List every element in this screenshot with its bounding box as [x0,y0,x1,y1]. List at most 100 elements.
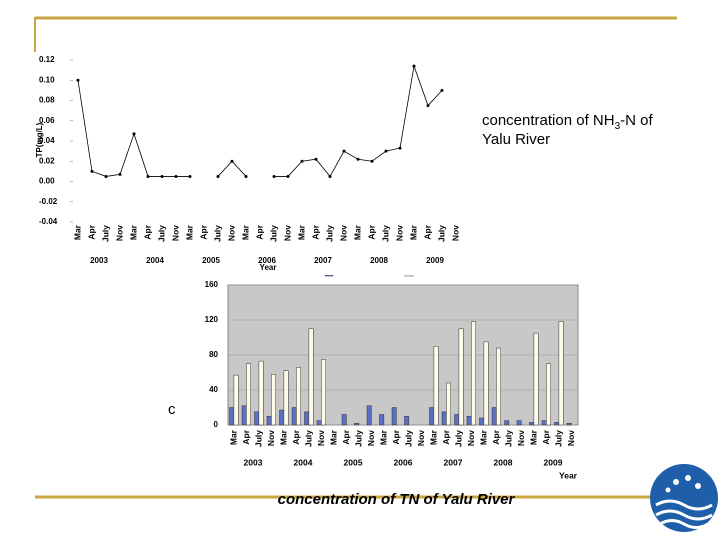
year-label: 2005 [344,457,363,467]
x-tick-label: Mar [229,429,239,445]
y-tick-label: -0.02 [39,197,58,206]
x-tick-label: July [436,225,446,242]
data-point [272,174,276,178]
bar [483,341,489,426]
x-tick-label: Mar [184,224,194,240]
bar [233,374,239,426]
x-tick-label: Mar [279,429,289,445]
x-tick-label: Apr [541,429,551,444]
y-tick-label: 0.08 [39,96,55,105]
x-tick-label: Apr [366,224,376,239]
x-tick-label: Nov [416,430,426,446]
bar [279,409,285,426]
data-point [104,174,108,178]
x-tick-label: Mar [379,429,389,445]
x-tick-label: July [304,430,314,447]
bar [254,411,260,426]
year-label: 2004 [294,457,313,467]
heading-text: -N of [620,112,653,129]
x-tick-label: Mar [529,429,539,445]
x-tick-label: Apr [241,429,251,444]
year-label: 2009 [426,256,444,265]
x-tick-label: July [354,430,364,447]
data-point [412,64,416,68]
x-tick-label: Apr [291,429,301,444]
bar [516,420,522,426]
year-label: 2007 [314,256,332,265]
bar [366,405,372,426]
x-tick-label: Apr [142,224,152,239]
y-tick-label: 0.04 [39,136,55,145]
bar [229,407,235,426]
bar [429,407,435,426]
data-point [132,132,136,136]
x-tick-label: July [100,225,110,242]
x-tick-label: July [324,225,334,242]
x-tick-label: Nov [466,430,476,446]
x-tick-label: Nov [366,430,376,446]
bar [496,347,501,426]
x-tick-label: Nov [516,430,526,446]
x-tick-label: Nov [566,430,576,446]
bar [554,422,560,426]
data-point [118,172,122,176]
bar [266,416,272,426]
x-tick-label: July [212,225,222,242]
data-point [440,88,444,92]
x-tick-label: Nov [226,225,236,241]
y-tick-label: 0.12 [39,55,55,64]
data-point [314,157,318,161]
data-point [188,174,192,178]
tp-chart: -0.04 -0.02 0.00 0.02 0.04 0.06 0.08 0.10 0.12 TP… [30,52,475,275]
bar [529,422,535,426]
x-tick-label: Nov [170,225,180,241]
bar [404,416,410,426]
heading: concentration of NH3-N of [482,112,653,132]
caption: concentration of TN of Yalu River [278,491,516,508]
x-axis-title: Year [559,470,578,480]
x-tick-label: Mar [329,429,339,445]
bar [283,370,289,426]
x-tick-label: Nov [338,225,348,241]
x-tick-label: Mar [240,224,250,240]
year-label: 2008 [370,256,388,265]
y-tick-label: 40 [209,385,218,394]
data-point [244,174,248,178]
data-point [230,159,234,163]
x-tick-label: Nov [266,430,276,446]
bar [341,414,347,426]
bar [466,416,472,426]
bar [433,346,439,426]
data-point [76,78,80,82]
bar [291,407,297,426]
year-label: 2005 [202,256,220,265]
x-tick-label: July [554,430,564,447]
bar [454,414,460,426]
x-tick-label: Apr [422,224,432,239]
x-tick-label: Mar [408,224,418,240]
x-tick-label: Nov [316,430,326,446]
bar [316,420,322,426]
data-point [370,159,374,163]
y-tick-label: 0.02 [39,156,55,165]
y-tick-label: 0.06 [39,116,55,125]
data-point [398,146,402,150]
tn-chart: 04080120160NH3-NTNMarAprJulyNovMarAprJul… [175,267,580,480]
bar [379,414,385,426]
x-tick-label: Apr [86,224,96,239]
data-point [300,159,304,163]
heading-subscript: 3 [615,121,621,132]
bar [391,407,397,426]
x-tick-label: July [454,430,464,447]
bar [296,367,301,426]
bar [558,321,564,426]
bar [304,411,310,426]
bar [446,382,451,426]
year-label: 2003 [244,457,263,467]
year-label: 2006 [394,457,413,467]
x-tick-label: Apr [491,429,501,444]
bar [308,328,314,426]
x-tick-label: Mar [352,224,362,240]
x-tick-label: Mar [72,224,82,240]
